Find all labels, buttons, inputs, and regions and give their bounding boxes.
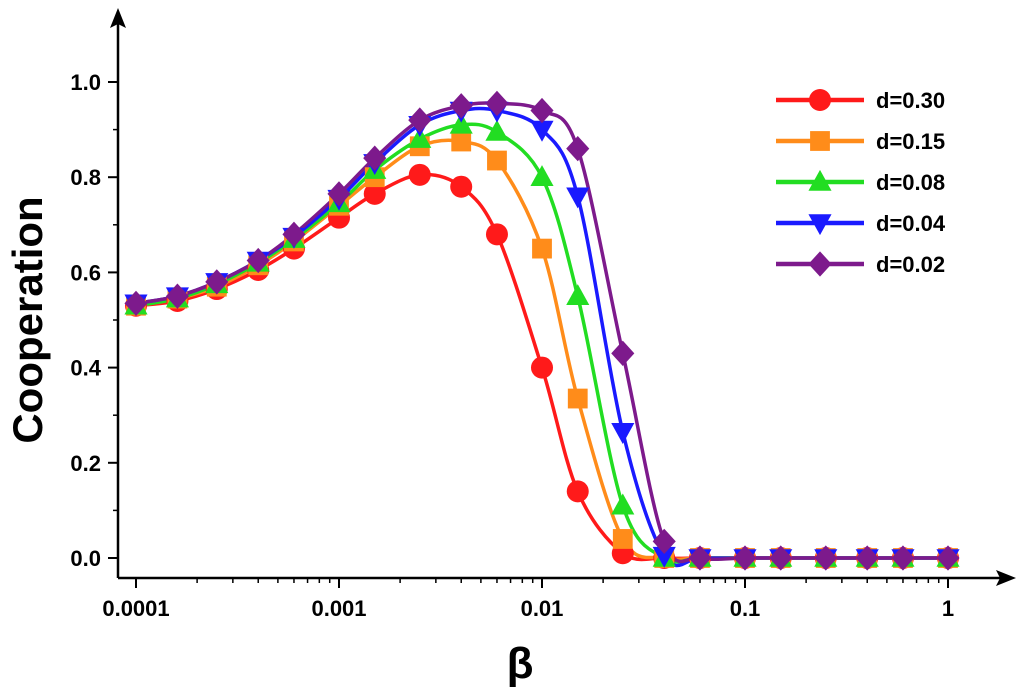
x-tick-label: 1 [942, 596, 954, 621]
x-tick-label: 0.01 [521, 596, 564, 621]
x-tick-label: 0.0001 [102, 596, 169, 621]
y-tick-label: 0.2 [70, 451, 101, 476]
data-point [611, 340, 635, 366]
x-axis-arrow-icon [996, 570, 1016, 586]
series-line [135, 101, 948, 564]
markers [124, 90, 960, 571]
legend: d=0.30 d=0.15 d=0.08 d=0.04 d=0.02 [776, 88, 946, 277]
data-point [449, 93, 473, 119]
data-point [363, 145, 387, 171]
data-point [652, 546, 676, 568]
data-point [611, 493, 635, 515]
y-tick-label: 0.4 [70, 356, 101, 381]
data-point [327, 181, 351, 207]
data-point [688, 545, 712, 571]
data-point [450, 175, 473, 198]
data-point [408, 127, 432, 148]
data-point [814, 545, 838, 571]
data-point [363, 182, 386, 205]
data-point [567, 388, 588, 409]
data-point [530, 165, 554, 186]
data-point [408, 107, 432, 133]
y-tick-label: 1.0 [70, 70, 101, 95]
data-point [165, 283, 189, 309]
data-point [530, 120, 554, 142]
data-point [652, 528, 676, 554]
legend-marker [808, 214, 832, 236]
data-point [449, 112, 473, 134]
data-point [733, 545, 757, 571]
data-point [769, 545, 793, 571]
y-tick-label: 0.0 [70, 546, 101, 571]
y-tick-label: 0.8 [70, 165, 101, 190]
legend-label: d=0.30 [876, 88, 945, 113]
data-point [531, 356, 553, 379]
legend-label: d=0.15 [876, 129, 945, 154]
data-point [936, 545, 960, 571]
data-point [487, 150, 507, 171]
data-point [530, 97, 554, 124]
y-ticks: 0.0 0.2 0.4 0.6 0.8 1.0 [70, 70, 118, 571]
x-axis-title: β [507, 639, 534, 688]
data-point [124, 290, 148, 316]
data-point [566, 187, 590, 209]
legend-marker [808, 251, 832, 277]
data-point [485, 119, 509, 141]
y-tick-label: 0.6 [70, 260, 101, 285]
data-point [451, 131, 472, 152]
data-point [205, 269, 229, 295]
legend-label: d=0.08 [876, 170, 945, 195]
legend-marker [808, 169, 832, 191]
data-point [246, 247, 270, 274]
data-point [612, 529, 633, 549]
data-point [566, 480, 589, 503]
data-point [566, 284, 590, 305]
data-point [408, 163, 431, 186]
data-point [485, 90, 509, 117]
legend-label: d=0.04 [876, 211, 946, 236]
data-point [485, 223, 508, 246]
data-point [891, 545, 915, 571]
data-point [855, 545, 879, 571]
data-point [566, 135, 590, 162]
y-axis-arrow-icon [110, 8, 126, 28]
legend-label: d=0.02 [876, 252, 945, 277]
series-line [135, 138, 948, 562]
x-tick-label: 0.001 [311, 596, 366, 621]
legend-marker [809, 89, 831, 111]
data-point [282, 221, 306, 247]
legend-marker [810, 131, 830, 151]
x-ticks: 0.0001 0.001 0.01 0.1 1 [102, 578, 954, 621]
data-point [611, 423, 635, 444]
x-tick-label: 0.1 [730, 596, 761, 621]
plot-area [135, 101, 948, 568]
y-axis-title: Cooperation [4, 196, 51, 443]
data-point [532, 238, 552, 259]
axes [110, 8, 1016, 586]
